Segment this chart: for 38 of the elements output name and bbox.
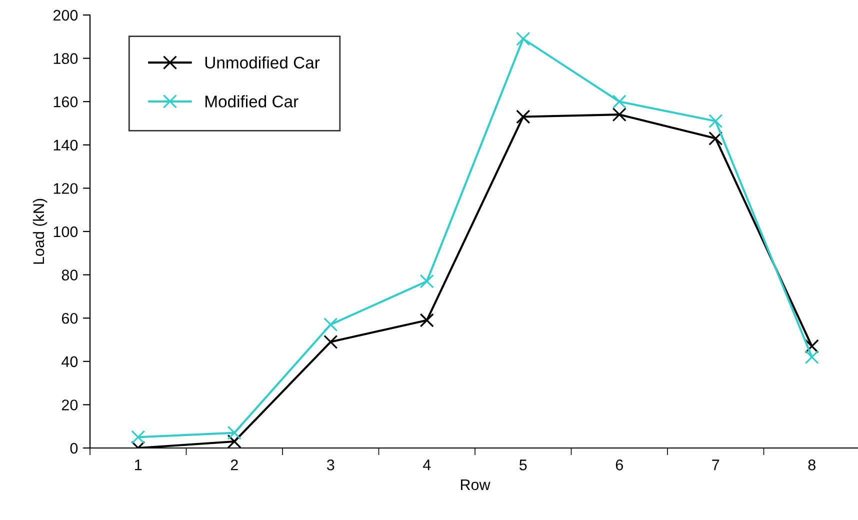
point: [324, 334, 338, 349]
point: [516, 110, 530, 124]
x-tick-label: 8: [808, 460, 816, 470]
x-tick-label: 3: [326, 460, 334, 470]
point: [420, 274, 434, 288]
x-tick-label: 5: [519, 460, 527, 470]
point: [804, 350, 819, 364]
x-tick-label: 6: [616, 460, 623, 470]
y-tick-label: 120: [54, 183, 78, 194]
legend-label: Unmodified Car: [205, 56, 320, 69]
y-tick-label: 60: [62, 312, 78, 324]
x-tick-label: 7: [712, 460, 720, 470]
point: [324, 318, 338, 332]
point: [708, 114, 723, 128]
point: [516, 32, 530, 46]
y-tick-label: 100: [54, 226, 78, 238]
legend-label: Modified Car: [206, 95, 298, 108]
point: [131, 430, 146, 444]
y-tick-label: 160: [54, 96, 78, 108]
point: [804, 339, 819, 354]
point: [612, 94, 626, 109]
y-tick-label: 20: [62, 400, 78, 410]
y-tick-label: 0: [70, 442, 78, 454]
point: [612, 108, 626, 122]
y-tick-label: 140: [54, 140, 78, 151]
x-axis-title: Row: [460, 479, 490, 490]
y-tick-label: 80: [62, 270, 78, 280]
point: [708, 131, 723, 146]
y-tick-label: 180: [54, 53, 78, 64]
point: [420, 313, 434, 328]
y-tick-label: 200: [53, 10, 78, 21]
point: [227, 434, 242, 448]
x-tick-label: 1: [135, 460, 142, 470]
x-tick-label: 4: [422, 460, 431, 470]
y-tick-label: 40: [62, 356, 78, 368]
x-tick-label: 2: [230, 460, 238, 470]
y-axis-title: Load (kN): [32, 198, 48, 264]
point: [227, 426, 242, 440]
